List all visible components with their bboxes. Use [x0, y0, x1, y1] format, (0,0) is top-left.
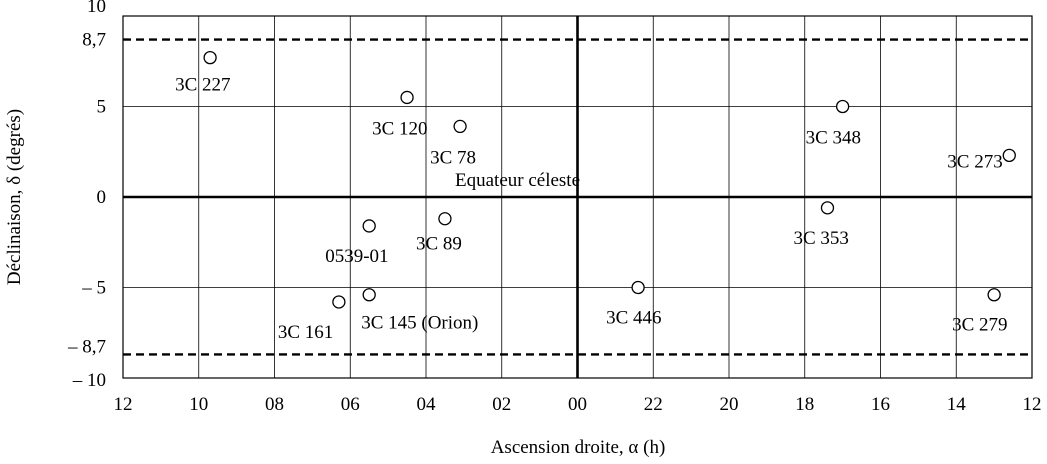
data-points — [203, 50, 1016, 309]
point-label: 0539-01 — [325, 246, 388, 267]
center-axes — [123, 16, 1032, 378]
y-tick-label: – 8,7 — [67, 336, 106, 357]
x-axis-label: Ascension droite, α (h) — [491, 437, 666, 458]
y-tick-label: 8,7 — [82, 30, 106, 51]
data-point — [438, 212, 452, 226]
data-point — [362, 219, 376, 233]
data-point — [362, 288, 376, 302]
x-tick-label: 12 — [1023, 394, 1042, 415]
x-tick-label: 08 — [265, 394, 284, 415]
x-tick-label: 14 — [947, 394, 967, 415]
point-label: 3C 279 — [952, 315, 1007, 336]
point-label: 3C 227 — [175, 75, 230, 96]
point-label: 3C 89 — [416, 234, 462, 255]
y-tick-label: – 5 — [81, 278, 106, 299]
data-point — [332, 295, 346, 309]
data-point — [820, 201, 835, 215]
data-point — [400, 90, 414, 105]
data-point — [453, 119, 467, 134]
x-tick-label: 06 — [341, 394, 360, 415]
point-label: 3C 161 — [278, 322, 333, 343]
point-label: 3C 145 (Orion) — [361, 313, 478, 334]
point-label: 3C 348 — [806, 128, 861, 149]
x-tick-label: 18 — [795, 394, 814, 415]
y-tick-label: – 10 — [72, 370, 106, 391]
point-label: 3C 273 — [947, 151, 1002, 172]
x-tick-labels: 12 10 08 06 04 02 00 22 20 18 16 14 12 — [114, 394, 1042, 415]
x-tick-label: 00 — [568, 394, 587, 415]
y-tick-label: 5 — [97, 97, 107, 118]
reference-lines — [123, 38, 1032, 356]
x-tick-label: 04 — [417, 394, 437, 415]
data-point — [835, 99, 850, 114]
data-point — [987, 288, 1001, 302]
y-tick-label: 0 — [97, 187, 107, 208]
data-point — [1002, 148, 1016, 163]
y-axis-label: Déclinaison, δ (degrés) — [4, 109, 25, 285]
point-label: 3C 353 — [793, 228, 848, 249]
x-tick-label: 16 — [871, 394, 890, 415]
x-tick-label: 20 — [720, 394, 739, 415]
x-tick-label: 10 — [189, 394, 208, 415]
x-tick-label: 22 — [644, 394, 663, 415]
x-tick-label: 02 — [492, 394, 511, 415]
y-tick-label: 10 — [87, 0, 106, 17]
x-tick-label: 12 — [114, 394, 133, 415]
data-point — [203, 50, 217, 65]
y-tick-labels: 10 8,7 5 0 – 5 – 8,7 – 10 — [67, 0, 106, 391]
point-label: 3C 120 — [372, 118, 427, 139]
equator-label: Equateur céleste — [455, 170, 580, 191]
data-point — [631, 280, 645, 295]
point-label: 3C 78 — [430, 147, 476, 168]
point-label: 3C 446 — [606, 308, 661, 329]
